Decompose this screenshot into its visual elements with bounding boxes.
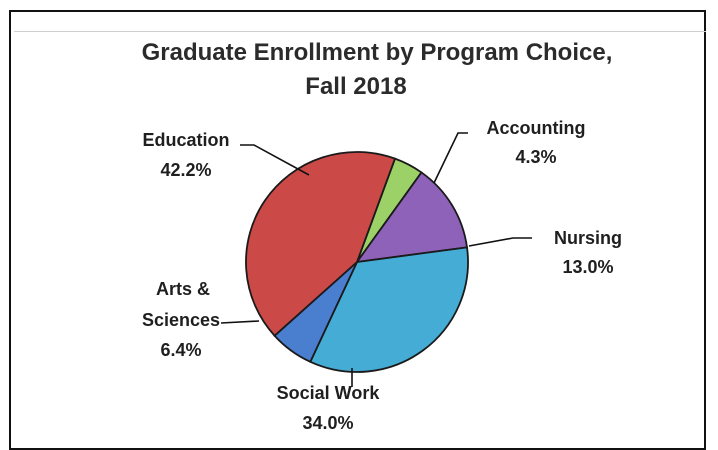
leader-nursing: [468, 237, 532, 247]
label-nursing: Nursing: [554, 228, 622, 248]
leader-accounting: [433, 132, 468, 184]
value-accounting: 4.3%: [515, 147, 556, 167]
chart-subtitle: Fall 2018: [305, 73, 406, 100]
label-social-work: Social Work: [277, 383, 381, 403]
slice-labels: Accounting 4.3% Nursing 13.0% Social Wor…: [142, 118, 622, 433]
top-rule: [14, 31, 706, 32]
leaders: [220, 132, 532, 387]
label-education: Education: [142, 130, 229, 150]
label-accounting: Accounting: [487, 118, 586, 138]
label-arts-sciences-line2: Sciences: [142, 310, 220, 330]
value-arts-sciences: 6.4%: [160, 340, 201, 360]
value-nursing: 13.0%: [562, 257, 613, 277]
leader-education: [240, 144, 310, 176]
slice-nursing: [355, 171, 469, 264]
label-arts-sciences: Arts &: [156, 279, 210, 299]
leader-arts-sciences: [220, 320, 260, 324]
pie-slices: [245, 151, 469, 373]
chart-title: Graduate Enrollment by Program Choice,: [142, 39, 613, 66]
value-education: 42.2%: [160, 160, 211, 180]
slice-education: [245, 151, 397, 337]
value-social-work: 34.0%: [302, 413, 353, 433]
